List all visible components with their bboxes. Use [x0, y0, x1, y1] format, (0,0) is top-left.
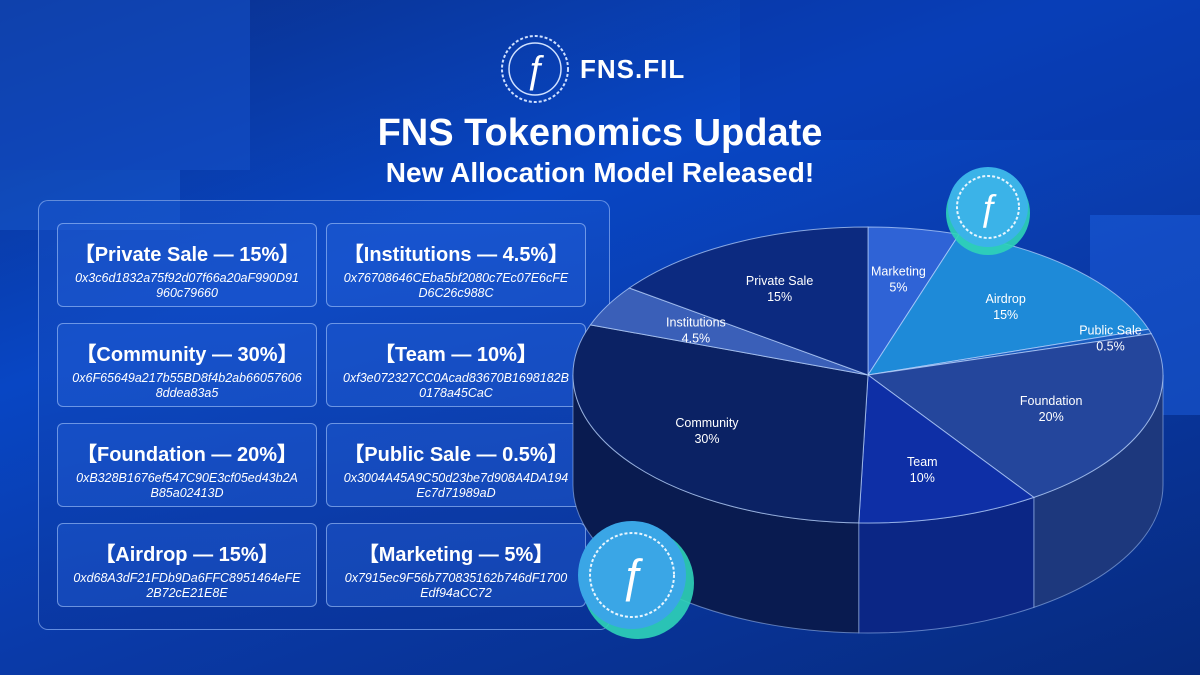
pie-label-name: Private Sale: [746, 274, 813, 288]
allocation-card-institutions: 【Institutions — 4.5%】 0x76708646CEba5bf2…: [326, 223, 586, 307]
pie-label-value: 10%: [910, 471, 935, 485]
wallet-address: 0x3c6d1832a75f92d07f66a20aF990D91960c796…: [75, 271, 299, 300]
pie-label-value: 0.5%: [1096, 340, 1125, 354]
allocation-card-private-sale: 【Private Sale — 15%】 0x3c6d1832a75f92d07…: [57, 223, 317, 307]
pie-labels: Marketing 5% Airdrop 15% Public Sale 0.5% Foun…: [666, 265, 1142, 485]
brand-name: FNS.FIL: [580, 53, 686, 84]
allocation-card-marketing: 【Marketing — 5%】 0x7915ec9F56b770835162b…: [326, 523, 586, 607]
pie-label-name: Institutions: [666, 315, 726, 329]
allocation-title: 【Airdrop — 15%】: [95, 544, 279, 566]
wallet-address: 0x76708646CEba5bf2080c7Ec07E6cFED6C26c98…: [343, 271, 569, 300]
bg-block: [740, 0, 1200, 140]
allocation-card-community: 【Community — 30%】 0x6F65649a217b55BD8f4b…: [57, 323, 317, 407]
pie-label-value: 15%: [993, 308, 1018, 322]
wallet-address: 0xf3e072327CC0Acad83670B1698182B0178a45C…: [343, 371, 569, 400]
pie-label-value: 15%: [767, 290, 792, 304]
allocation-title: 【Foundation — 20%】: [77, 444, 297, 466]
coin-glyph: ƒ: [978, 187, 998, 229]
allocation-card-foundation: 【Foundation — 20%】 0xB328B1676ef547C90E3…: [57, 423, 317, 507]
pie-label-name: Marketing: [871, 265, 926, 279]
filecoin-wreath-icon: ƒ: [501, 35, 569, 103]
pie-slice-foundation: [866, 333, 1164, 498]
coin-glyph: ƒ: [619, 549, 645, 602]
coin-icon: ƒ: [578, 521, 694, 639]
page-subtitle: New Allocation Model Released!: [385, 157, 815, 188]
wallet-address: 0x6F65649a217b55BD8f4b2ab660576068ddea83…: [72, 371, 302, 400]
allocation-card-airdrop: 【Airdrop — 15%】 0xd68A3dF21FDb9Da6FFC895…: [57, 523, 317, 607]
pie-slice-private-sale: [628, 226, 869, 376]
allocation-title: 【Public Sale — 0.5%】: [344, 444, 568, 466]
allocation-panel: 【Private Sale — 15%】 0x3c6d1832a75f92d07…: [38, 200, 610, 630]
allocation-card-public-sale: 【Public Sale — 0.5%】 0x3004A45A9C50d23be…: [326, 423, 586, 507]
wallet-address: 0xB328B1676ef547C90E3cf05ed43b2AB85a0241…: [76, 471, 298, 500]
coin-icon: ƒ: [946, 167, 1030, 255]
allocation-card-team: 【Team — 10%】 0xf3e072327CC0Acad83670B169…: [326, 323, 586, 407]
brand-logo: ƒ FNS.FIL: [500, 34, 685, 104]
bg-block: [0, 0, 250, 170]
allocation-title: 【Team — 10%】: [375, 344, 537, 366]
logo-glyph: ƒ: [524, 49, 545, 92]
allocation-title: 【Private Sale — 15%】: [74, 244, 300, 266]
coins: ƒ ƒ: [578, 167, 1030, 639]
pie-label-value: 30%: [694, 432, 719, 446]
pie-label-value: 4.5%: [682, 331, 711, 345]
pie-label-name: Foundation: [1020, 394, 1083, 408]
wallet-address: 0x3004A45A9C50d23be7d908A4DA194Ec7d71989…: [343, 471, 569, 500]
pie-label-name: Airdrop: [986, 292, 1026, 306]
pie-label-value: 20%: [1039, 410, 1064, 424]
allocation-title: 【Institutions — 4.5%】: [343, 244, 569, 266]
pie-label-name: Community: [675, 416, 739, 430]
pie-slice-community: [572, 324, 869, 524]
pie-label-name: Team: [907, 455, 938, 469]
page-title: FNS Tokenomics Update: [377, 112, 823, 154]
pie-label-value: 5%: [889, 281, 907, 295]
allocation-title: 【Community — 30%】: [76, 344, 298, 366]
pie-label-name: Public Sale: [1079, 324, 1142, 338]
wallet-address: 0x7915ec9F56b770835162b746dF1700Edf94aCC…: [344, 571, 568, 600]
pie-top: [572, 226, 1164, 524]
wallet-address: 0xd68A3dF21FDb9Da6FFC8951464eFE2B72cE21E…: [73, 571, 301, 600]
pie-slice-team: [858, 374, 1035, 524]
allocation-title: 【Marketing — 5%】: [358, 544, 554, 566]
